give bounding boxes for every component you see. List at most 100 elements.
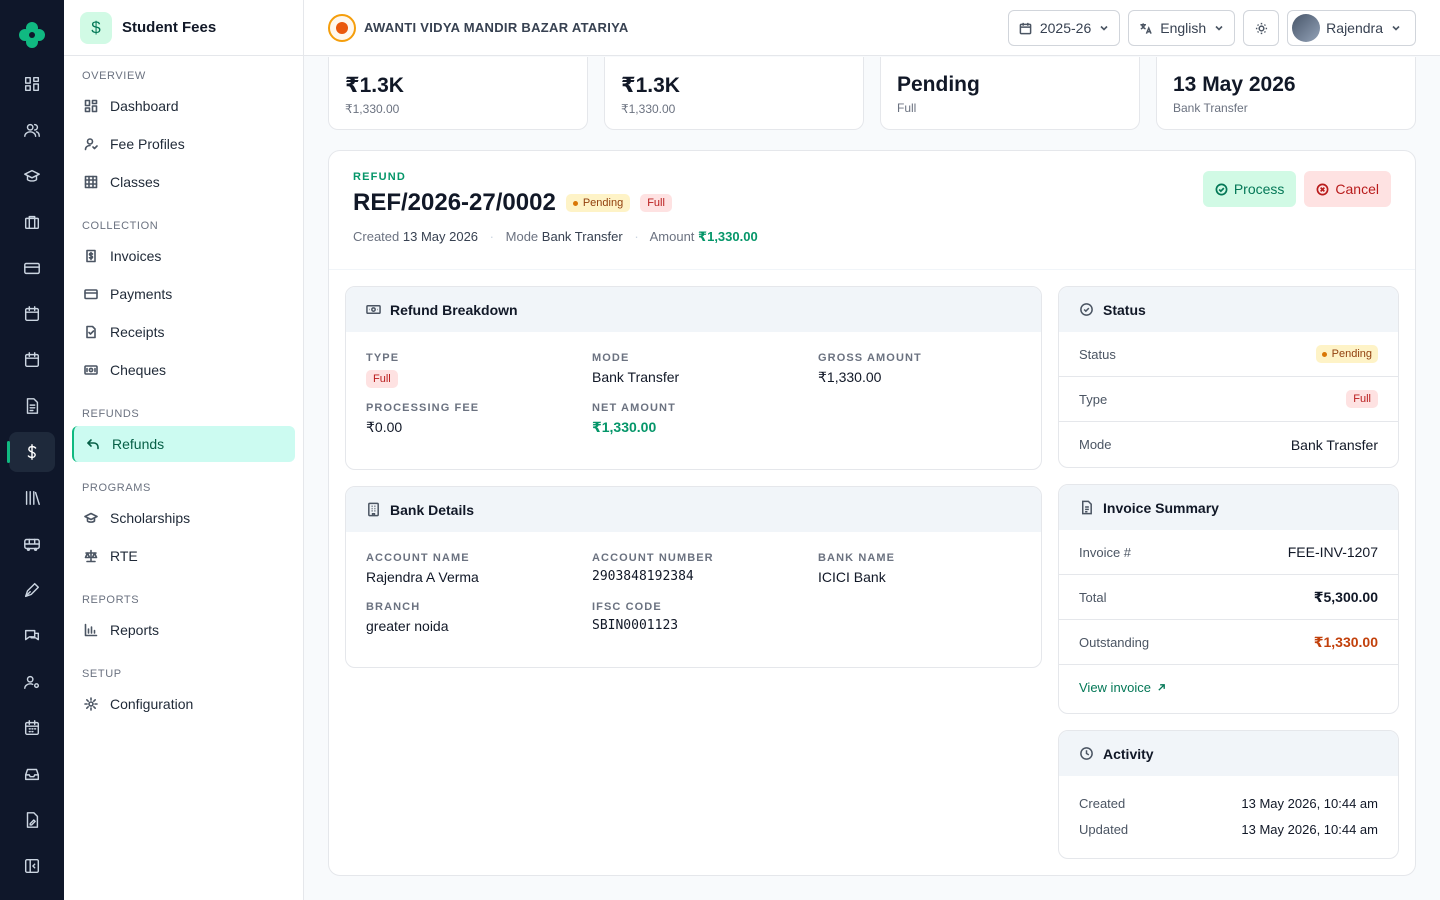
sidebar-item-label: Classes <box>110 174 160 190</box>
user-name: Rajendra <box>1326 20 1383 36</box>
card-icon[interactable] <box>9 248 55 288</box>
panel-header: Activity <box>1059 731 1398 776</box>
graduation-icon <box>84 512 98 523</box>
account-name-value: Rajendra A Verma <box>366 569 479 585</box>
process-button[interactable]: Process <box>1202 171 1297 207</box>
cancel-button[interactable]: Cancel <box>1304 171 1391 207</box>
chevron-down-icon <box>1100 25 1108 31</box>
stat-sub: Bank Transfer <box>1173 101 1248 115</box>
undo-icon <box>87 439 99 450</box>
calendar-icon[interactable] <box>9 294 55 334</box>
sidebar-item-classes[interactable]: Classes <box>72 164 295 200</box>
panel-header: Refund Breakdown <box>346 287 1041 332</box>
refund-header: REFUND REF/2026-27/0002 Pending Full Cre… <box>329 151 1415 270</box>
external-link-icon <box>1158 683 1165 691</box>
sidebar-item-label: RTE <box>110 548 138 564</box>
meta-mode-label: Mode <box>505 229 539 244</box>
sidebar-item-configuration[interactable]: Configuration <box>72 686 295 722</box>
sidebar-item-fee-profiles[interactable]: Fee Profiles <box>72 126 295 162</box>
bus-icon[interactable] <box>9 524 55 564</box>
nav-group-label: COLLECTION <box>82 220 159 232</box>
pen-icon[interactable] <box>9 570 55 610</box>
field-label: IFSC CODE <box>592 601 662 613</box>
theme-toggle[interactable] <box>1243 10 1280 46</box>
calendar-alt-icon[interactable] <box>9 340 55 380</box>
file-edit-icon[interactable] <box>9 800 55 840</box>
stat-sub: ₹1,330.00 <box>345 102 400 116</box>
nav-group-label: OVERVIEW <box>82 70 146 82</box>
academic-year-select[interactable]: 2025-26 <box>1007 10 1121 46</box>
chevron-down-icon <box>1392 25 1400 31</box>
meta-amount-label: Amount <box>649 229 695 244</box>
check-circle-icon <box>1080 303 1093 316</box>
x-circle-icon <box>1316 183 1329 195</box>
sidebar-item-scholarships[interactable]: Scholarships <box>72 500 295 536</box>
sidebar-item-label: Invoices <box>110 248 162 264</box>
sidebar-item-dashboard[interactable]: Dashboard <box>72 88 295 124</box>
dollar-icon[interactable] <box>9 432 55 472</box>
graduation-icon[interactable] <box>9 156 55 196</box>
field-label: NET AMOUNT <box>592 402 676 414</box>
language-select[interactable]: English <box>1128 10 1236 46</box>
banknote-icon <box>366 305 381 314</box>
sidebar-item-cheques[interactable]: Cheques <box>72 352 295 388</box>
dashboard-icon[interactable] <box>9 64 55 104</box>
field-label: TYPE <box>366 352 400 364</box>
row-value: 13 May 2026, 10:44 am <box>1241 821 1378 837</box>
users-icon[interactable] <box>9 110 55 150</box>
building-icon <box>368 502 379 517</box>
refund-detail-card: REFUND REF/2026-27/0002 Pending Full Cre… <box>328 150 1416 876</box>
card-icon <box>84 289 98 300</box>
field-label: GROSS AMOUNT <box>818 352 922 364</box>
invoice-icon <box>86 249 96 263</box>
user-settings-icon[interactable] <box>9 662 55 702</box>
sidebar-item-label: Fee Profiles <box>110 136 185 152</box>
stat-sub: Full <box>897 101 917 115</box>
status-row: Status Pending <box>1059 332 1398 377</box>
process-button-label: Process <box>1233 181 1285 197</box>
logo-icon[interactable] <box>17 20 47 50</box>
row-value: 13 May 2026, 10:44 am <box>1241 795 1378 811</box>
sidebar-item-reports[interactable]: Reports <box>72 612 295 648</box>
row-label: Created <box>1079 795 1126 811</box>
refund-title-row: REF/2026-27/0002 Pending Full <box>353 189 1391 217</box>
refund-breakdown-panel: Refund Breakdown TYPE Full MODE Bank Trans… <box>345 286 1042 470</box>
sidebar-item-invoices[interactable]: Invoices <box>72 238 295 274</box>
sidebar-item-label: Reports <box>110 622 160 638</box>
briefcase-icon[interactable] <box>9 202 55 242</box>
field-label: ACCOUNT NUMBER <box>592 552 714 564</box>
sidebar-item-rte[interactable]: RTE <box>72 538 295 574</box>
library-icon[interactable] <box>9 478 55 518</box>
calendar-grid-icon[interactable] <box>9 708 55 748</box>
meta-amount-value: ₹1,330.00 <box>698 229 758 244</box>
nav-group-label: REPORTS <box>82 594 140 606</box>
type-badge: Full <box>1346 390 1378 408</box>
dollar-icon: $ <box>80 11 112 44</box>
activity-created-row: Created 13 May 2026, 10:44 am <box>1059 790 1398 816</box>
row-label: Invoice # <box>1079 544 1132 560</box>
status-badge: Pending <box>565 194 631 212</box>
refund-number: REF/2026-27/0002 <box>353 189 556 216</box>
processing-fee-value: ₹0.00 <box>366 419 403 435</box>
sidebar-item-receipts[interactable]: Receipts <box>72 314 295 350</box>
user-menu[interactable]: Rajendra <box>1287 10 1416 46</box>
sidebar-item-payments[interactable]: Payments <box>72 276 295 312</box>
document-icon[interactable] <box>9 386 55 426</box>
type-badge: Full <box>640 194 672 212</box>
collapse-icon[interactable] <box>9 846 55 886</box>
inbox-icon[interactable] <box>9 754 55 794</box>
account-number-value: 2903848192384 <box>592 569 694 584</box>
chat-icon[interactable] <box>9 616 55 656</box>
clock-icon <box>1080 747 1093 760</box>
table-icon <box>84 175 98 189</box>
stat-value: ₹1.3K <box>345 74 404 97</box>
sidebar-item-refunds[interactable]: Refunds <box>72 426 295 462</box>
row-label: Type <box>1079 391 1108 407</box>
view-invoice-label: View invoice <box>1079 679 1152 695</box>
icon-rail <box>0 0 64 900</box>
view-invoice-link[interactable]: View invoice <box>1059 665 1398 709</box>
academic-year-value: 2025-26 <box>1039 20 1092 36</box>
status-badge: Pending <box>1315 345 1378 363</box>
field-label: ACCOUNT NAME <box>366 552 470 564</box>
mode-row: Mode Bank Transfer <box>1059 422 1398 467</box>
